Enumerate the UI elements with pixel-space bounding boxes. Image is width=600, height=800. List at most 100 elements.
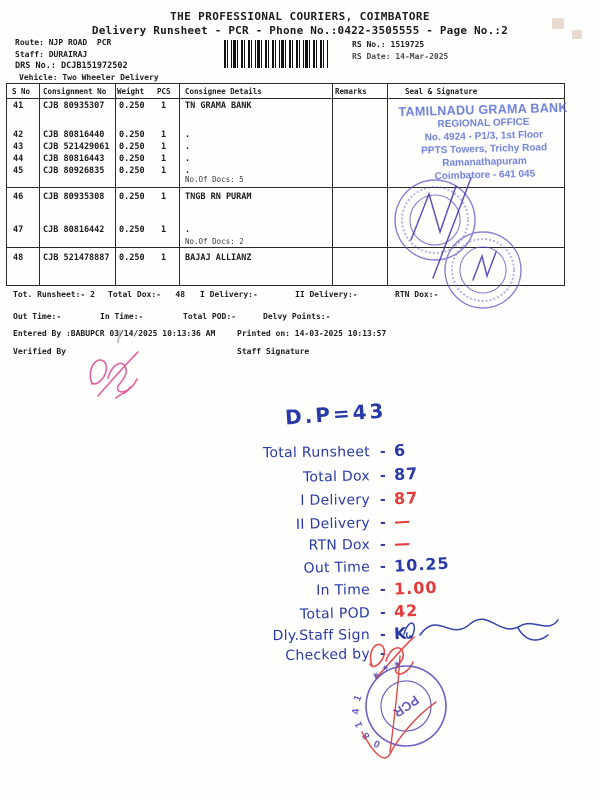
rs-no-line: RS No.: 1519725 [352,40,425,49]
rs-barcode [224,40,328,68]
printed-on: Printed on: 14-03-2025 10:13:57 [237,329,387,338]
table-group-3: 48 CJB 521478887 0.250 1 BAJAJ ALLIANZ [7,248,564,287]
round-seal-stamps [394,177,522,309]
scan-smudge [552,18,564,29]
col-header-weight: Weight [117,87,145,96]
handwritten-dash: - [379,491,386,509]
cell-consignment: CJB 521429061 [43,142,110,152]
handwritten-label: I Delivery [300,492,371,509]
red-check-scribble [361,655,437,759]
cell-pcs: 1 [161,130,167,140]
cell-consignment: CJB 80816440 [43,130,105,140]
handwritten-dash: - [379,558,387,576]
cell-weight: 0.250 [119,225,145,235]
staff-sign-signature [403,618,559,641]
svg-text:0 8 1 4 1: 0 8 1 4 1 [346,688,384,753]
cell-weight: 0.250 [119,253,145,263]
table-group-1: 41 CJB 80935307 0.250 1 TN GRAMA BANK 42 CJB 8… [7,99,564,188]
handwritten-label: Checked by [285,646,371,665]
cell-pcs: 1 [161,192,167,202]
col-header-sno: S No [12,87,31,96]
handwritten-value: 1.00 [393,577,438,599]
staff-signature-label: Staff Signature [237,347,310,356]
column-divider [39,84,40,285]
cell-pcs: 1 [161,166,167,176]
cell-consignment: CJB 80935308 [43,192,105,202]
out-time: Out Time:- [13,312,62,321]
docs-count-note: No.Of Docs: 2 [185,237,244,246]
handwritten-value: 87 [393,488,419,509]
pcr-ring-text: 0 8 1 4 1 [346,688,384,753]
cell-weight: 0.250 [119,166,145,176]
cell-weight: 0.250 [119,142,145,152]
cell-pcs: 1 [161,154,167,164]
cell-sno: 41 [13,101,24,111]
table-group-2: 46 CJB 80935308 0.250 1 TNGB RN PURAM 47 CJB 8… [7,188,564,248]
handwritten-label: Total Dox [302,468,371,486]
handwritten-row: Total Runsheet -6 [210,439,555,462]
in-time: In Time:- [100,312,144,321]
handwritten-label: RTN Dox [308,537,371,554]
handwritten-label: II Delivery [295,515,371,533]
col-header-seal: Seal & Signature [405,87,478,96]
col-header-remarks: Remarks [335,87,367,96]
handwritten-label: Dly.Staff Sign [272,627,371,645]
handwritten-row: II Delivery - — [210,508,555,534]
handwritten-row: I Delivery -87 [210,487,555,510]
column-divider [387,84,388,285]
handwritten-label: Out Time [303,559,371,577]
table-header-row: S No Consignment No Weight PCS Consignee… [7,84,564,99]
cell-sno: 43 [13,142,24,152]
handwritten-row: RTN Dox - — [210,532,555,555]
rtn-dox: RTN Dox:- [395,290,439,299]
cell-consignment: CJB 80926835 [43,166,105,176]
col-header-consignee: Consignee Details [185,87,262,96]
cell-consignee: TN GRAMA BANK [185,101,252,111]
cell-consignee: BAJAJ ALLIANZ [185,253,252,263]
col-header-consignment: Consignment No [43,87,107,96]
cell-weight: 0.250 [119,101,145,111]
handwritten-label: In Time [316,582,371,599]
cell-weight: 0.250 [119,192,145,202]
total-pod: Total POD:- [183,312,236,321]
table-row: 48 CJB 521478887 0.250 1 BAJAJ ALLIANZ [7,253,564,264]
cell-sno: 45 [13,166,24,176]
handwritten-dash: - [379,604,387,622]
cell-consignee: . [185,130,191,140]
tamilnadu-grama-bank-stamp: TAMILNADU GRAMA BANK REGIONAL OFFICE No.… [380,101,588,184]
cell-weight: 0.250 [119,154,145,164]
verified-by-label: Verified By [13,347,66,356]
cell-consignee: . [185,142,191,152]
handwritten-value: — [393,511,412,532]
seal-signature-scribble [410,177,497,281]
drs-no-line: DRS No.: DCJB151972502 [15,61,128,71]
total-dox: Total Dox:- 48 [108,290,186,299]
table-row: 46 CJB 80935308 0.250 1 TNGB RN PURAM [7,192,564,203]
handwritten-row: Total Dox -87 [210,461,555,487]
cell-pcs: 1 [161,253,167,263]
cell-sno: 46 [13,192,24,202]
column-divider [332,84,333,285]
handwritten-dash: - [379,536,386,554]
column-divider [115,84,116,285]
cell-consignment: CJB 80816442 [43,225,105,235]
handwritten-value: 6 [393,440,407,461]
cell-sno: 48 [13,253,24,263]
verified-by-signature [89,351,139,399]
handwritten-label: Total Runsheet [262,444,371,462]
cell-consignee: . [185,225,191,235]
scan-smudge [572,30,582,39]
pcr-round-stamp: 0 8 1 4 1 ✶ ✶ ✶ PCR [346,655,447,759]
table-row: 43 CJB 521429061 0.250 1. [7,142,564,153]
cell-weight: 0.250 [119,130,145,140]
table-row: 41 CJB 80935307 0.250 1 TN GRAMA BANK [7,101,564,112]
table-row: 42 CJB 80816440 0.250 1. [7,130,564,141]
cell-pcs: 1 [161,142,167,152]
handwritten-label: Total POD [299,605,371,623]
company-title: THE PROFESSIONAL COURIERS, COIMBATORE [170,10,430,23]
handwritten-row: In Time -1.00 [210,577,555,600]
cell-consignment: CJB 80935307 [43,101,105,111]
cell-sno: 42 [13,130,24,140]
handwritten-row: Out Time -10.25 [210,552,555,578]
